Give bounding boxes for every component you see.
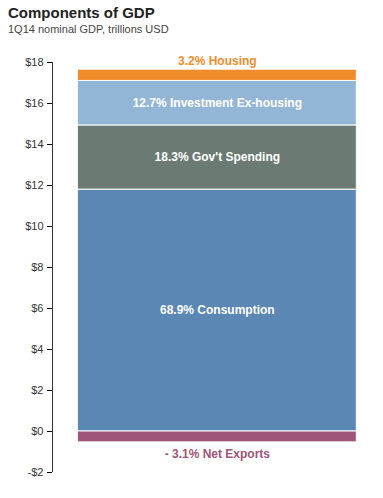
html-text:Components of GDP: Components of GDP [8,4,155,21]
svg-text:-$2: -$2 [28,466,44,478]
svg-text:68.9% Consumption: 68.9% Consumption [160,303,275,317]
svg-text:- 3.1% Net Exports: - 3.1% Net Exports [165,447,271,461]
svg-text:$8: $8 [31,261,43,273]
svg-text:$18: $18 [25,56,43,68]
svg-text:12.7% Investment Ex-housing: 12.7% Investment Ex-housing [133,96,302,110]
svg-text:$16: $16 [25,97,43,109]
svg-text:$10: $10 [25,220,43,232]
svg-text:3.2% Housing: 3.2% Housing [178,54,257,68]
svg-text:$6: $6 [31,302,43,314]
html-text:1Q14 nominal GDP, trillions US: 1Q14 nominal GDP, trillions USD [8,23,169,35]
svg-text:$12: $12 [25,179,43,191]
svg-text:$14: $14 [25,138,43,150]
svg-text:18.3% Gov't Spending: 18.3% Gov't Spending [155,150,281,164]
svg-text:$2: $2 [31,384,43,396]
svg-text:$4: $4 [31,343,43,355]
svg-text:$0: $0 [31,425,43,437]
